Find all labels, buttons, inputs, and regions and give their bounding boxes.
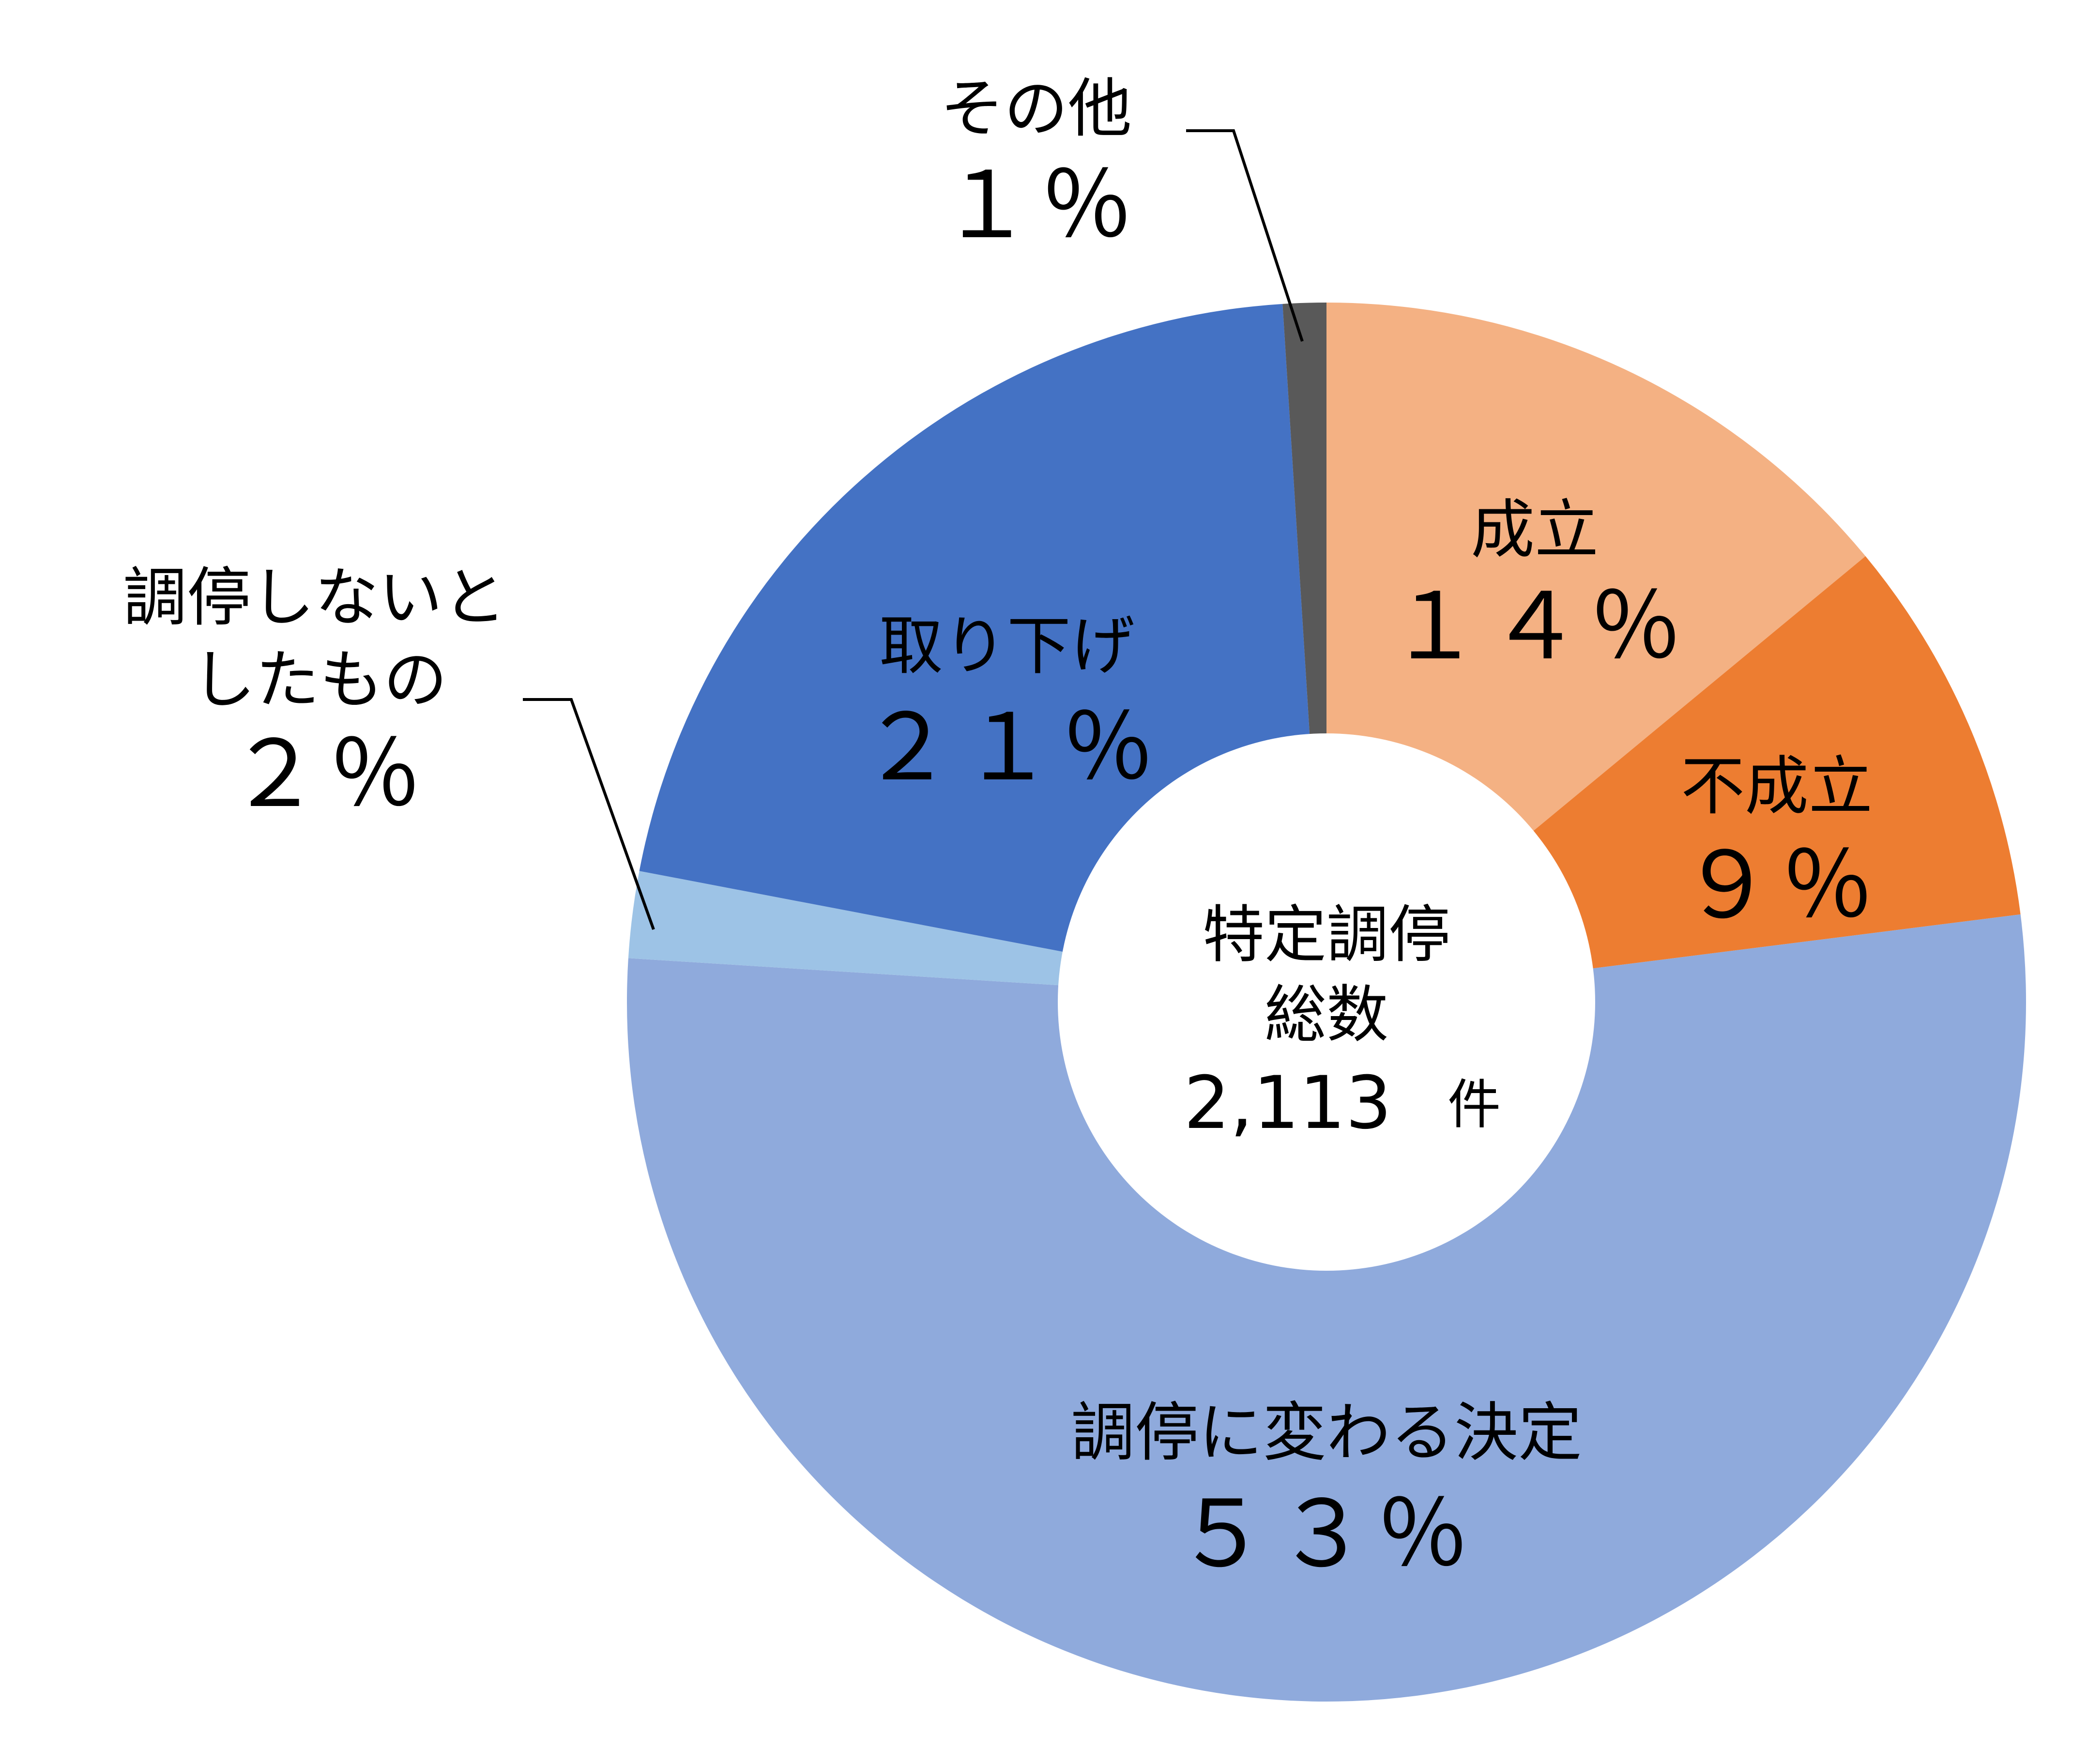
slice-value-seiritsu: １４％ <box>1388 573 1691 680</box>
center-total-unit: 件 <box>1448 1074 1501 1136</box>
slice-label-choutei-shinai-1: 調停しないと <box>123 561 506 635</box>
donut-slice-kettei <box>627 914 2026 1702</box>
slice-value-kettei: ５３％ <box>1175 1481 1478 1588</box>
slice-label-kettei: 調停に変わる決定 <box>1071 1396 1582 1470</box>
slice-value-fuseiritsu: ９％ <box>1681 832 1882 939</box>
center-label-line1: 特定調停 <box>1203 899 1450 971</box>
slice-label-torisage: 取り下げ <box>879 609 1135 684</box>
slice-label-seiritsu: 成立 <box>1471 493 1599 567</box>
leader-lines <box>523 129 1304 930</box>
center-total-value: 2,113 <box>1184 1061 1391 1145</box>
slice-value-choutei-shinai: ２％ <box>229 721 430 828</box>
slice-label-choutei-shinai-2: したもの <box>192 643 447 717</box>
slice-label-fuseiritsu: 不成立 <box>1681 749 1873 824</box>
center-label-line2: 総数 <box>1265 979 1388 1051</box>
slice-label-sonota: その他 <box>940 72 1132 146</box>
slice-value-sonota: １％ <box>940 152 1142 259</box>
leader-line-choutei-shinai <box>523 698 655 930</box>
leader-line-sonota <box>1186 129 1304 342</box>
donut-hole <box>1058 733 1595 1271</box>
slice-value-torisage: ２１％ <box>861 694 1163 801</box>
